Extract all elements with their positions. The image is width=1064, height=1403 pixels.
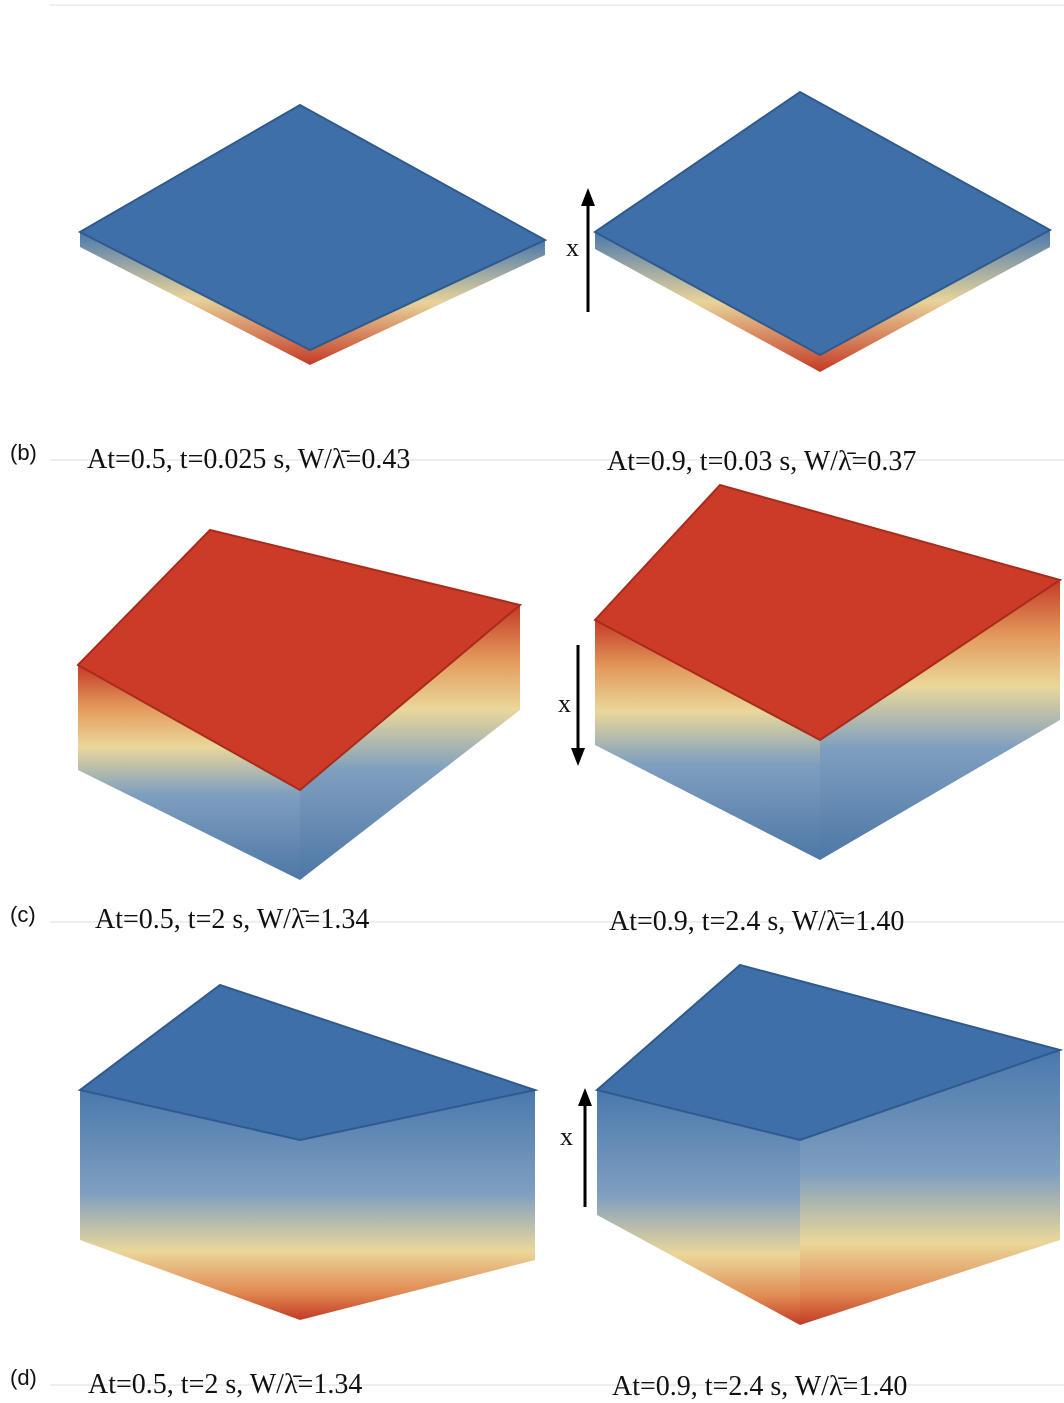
- caption: At=0.9, t=2.4 s, W/λ̄=1.40: [612, 1371, 907, 1402]
- caption: At=0.9, t=0.03 s, W/λ̄=0.37: [607, 446, 916, 477]
- axis-label: x: [560, 1122, 573, 1151]
- render-panel: [595, 485, 1060, 860]
- render-panel: [80, 105, 545, 365]
- axis-label: x: [566, 233, 579, 262]
- caption: At=0.5, t=2 s, W/λ̄=1.34: [95, 904, 369, 935]
- caption: At=0.9, t=2.4 s, W/λ̄=1.40: [609, 906, 904, 937]
- panel-label: (d): [10, 1365, 37, 1390]
- arrow-head: [581, 188, 595, 206]
- slab-top: [80, 105, 545, 350]
- panel-label: (c): [10, 902, 36, 927]
- arrow-head: [578, 1088, 592, 1106]
- render-panel: [595, 92, 1050, 372]
- arrow-head: [571, 748, 585, 766]
- figure: x (b) At=0.5, t=0.025 s, W/λ̄=0.43 At=0.…: [0, 0, 1064, 1403]
- caption: At=0.5, t=0.025 s, W/λ̄=0.43: [87, 444, 410, 475]
- render-panel: [78, 530, 520, 880]
- render-panel: [80, 985, 535, 1320]
- axis-label: x: [558, 689, 571, 718]
- panel-label: (b): [10, 440, 37, 465]
- slab-top: [595, 92, 1050, 355]
- caption: At=0.5, t=2 s, W/λ̄=1.34: [88, 1369, 362, 1400]
- render-panel: [597, 965, 1060, 1325]
